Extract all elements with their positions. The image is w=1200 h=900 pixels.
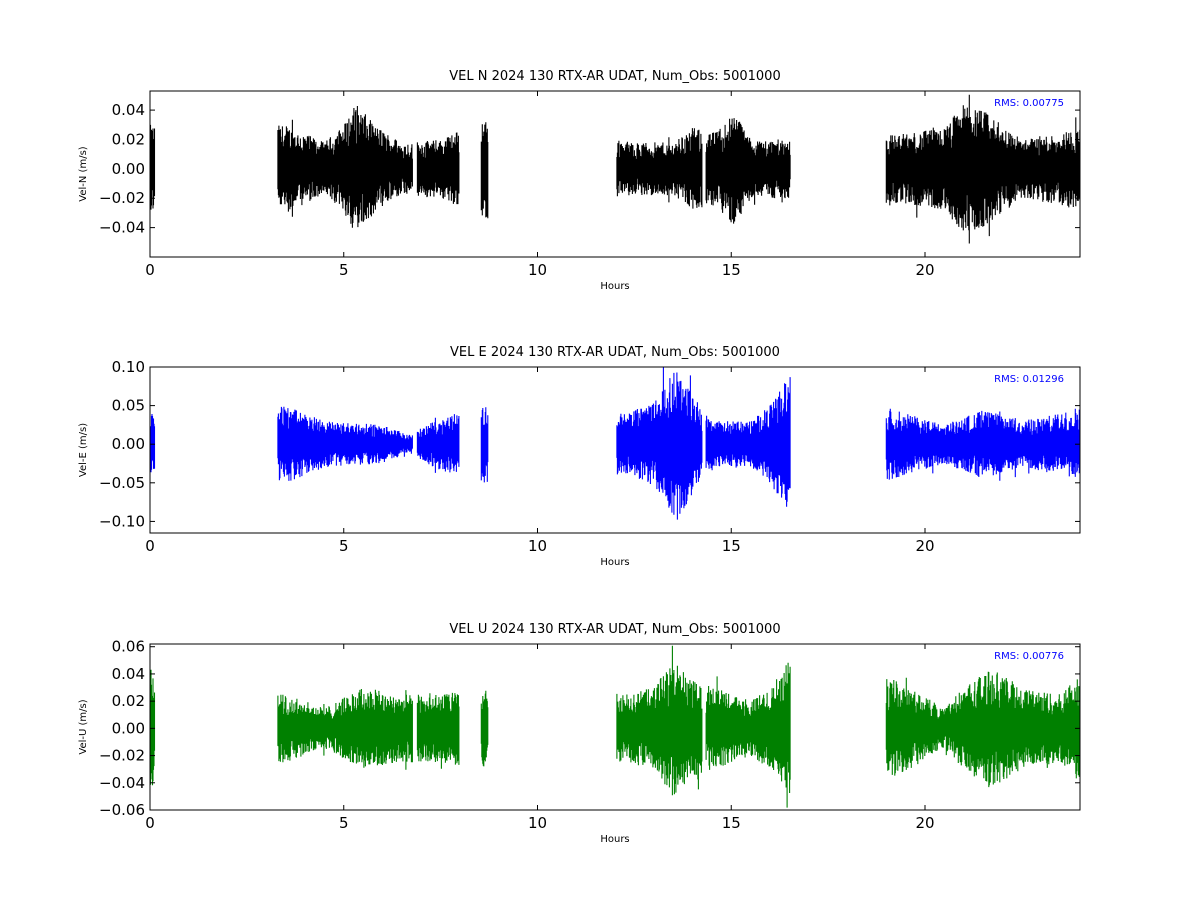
rms-annotation: RMS: 0.00776 [994, 651, 1064, 662]
panel-3: 0 5 10 15 20 −0.06 −0.04 −0.02 0.00 0.02 0.04 0.06 V… [78, 622, 1081, 845]
axes-frame [149, 366, 1081, 534]
series-segment-2 [277, 106, 413, 228]
x-axis-label: Hours [600, 834, 629, 845]
panel-title: VEL N 2024 130 RTX-AR UDAT, Num_Obs: 500… [449, 69, 780, 84]
y-tick-label: 0.00 [112, 719, 145, 737]
panel-title: VEL U 2024 130 RTX-AR UDAT, Num_Obs: 500… [449, 622, 780, 637]
x-tick-label: 20 [915, 814, 934, 832]
x-tick-label: 0 [145, 537, 155, 555]
y-tick-label: 0.02 [112, 130, 145, 148]
series-segment-3 [416, 692, 460, 769]
x-tick-label: 10 [528, 261, 547, 279]
series-segment-4 [480, 407, 489, 483]
y-tick-label: 0.04 [112, 101, 145, 119]
series-segment-6 [705, 377, 791, 507]
y-tick-label: −0.02 [99, 189, 145, 207]
y-tick-label: −0.05 [99, 474, 145, 492]
x-tick-label: 20 [915, 537, 934, 555]
series-segment-4 [480, 690, 489, 767]
y-tick-label: −0.06 [99, 801, 145, 819]
x-tick-label: 10 [528, 537, 547, 555]
panel-title: VEL E 2024 130 RTX-AR UDAT, Num_Obs: 500… [450, 345, 780, 360]
panel-1: 0 5 10 15 20 −0.04 −0.02 0.00 0.02 0.04 VEL N 2024… [78, 69, 1081, 292]
series-segment-3 [416, 414, 460, 473]
series-segment-4 [480, 122, 489, 219]
x-tick-label: 5 [339, 814, 349, 832]
series-segment-2 [277, 406, 413, 481]
y-tick-label: 0.00 [112, 435, 145, 453]
axes-frame [149, 90, 1081, 258]
x-tick-label: 0 [145, 814, 155, 832]
series-segment-7 [885, 408, 1080, 481]
series-segment-5 [616, 128, 703, 209]
x-tick-label: 15 [722, 814, 741, 832]
y-tick-label: 0.00 [112, 160, 145, 178]
y-tick-label: −0.04 [99, 219, 145, 237]
x-tick-label: 15 [722, 261, 741, 279]
rms-annotation: RMS: 0.00775 [994, 98, 1064, 109]
series-segment-1 [150, 124, 156, 210]
y-tick-label: −0.02 [99, 747, 145, 765]
x-tick-label: 20 [915, 261, 934, 279]
y-tick-label: 0.05 [112, 397, 145, 415]
x-axis-label: Hours [600, 557, 629, 568]
series-segment-3 [416, 132, 460, 205]
y-axis-label: Vel-U (m/s) [78, 699, 89, 754]
series-segment-1 [150, 414, 156, 473]
y-tick-label: 0.02 [112, 692, 145, 710]
series-group [150, 94, 1080, 244]
rms-annotation: RMS: 0.01296 [994, 374, 1064, 385]
series-segment-6 [705, 118, 791, 224]
x-tick-label: 0 [145, 261, 155, 279]
series-segment-1 [150, 669, 156, 786]
series-segment-5 [616, 367, 703, 520]
y-tick-label: 0.06 [112, 638, 145, 656]
y-axis-label: Vel-N (m/s) [78, 146, 89, 201]
y-tick-label: −0.04 [99, 774, 145, 792]
series-segment-5 [616, 645, 703, 796]
axes-frame [149, 643, 1081, 811]
x-tick-label: 5 [339, 261, 349, 279]
y-axis-label: Vel-E (m/s) [78, 423, 89, 477]
series-segment-2 [277, 689, 413, 770]
y-tick-label: −0.10 [99, 512, 145, 530]
series-group [150, 645, 1080, 808]
x-axis-label: Hours [600, 281, 629, 292]
panel-2: 0 5 10 15 20 −0.10 −0.05 0.00 0.05 0.10 VEL E 2024… [78, 345, 1081, 568]
x-tick-label: 5 [339, 537, 349, 555]
series-segment-7 [885, 94, 1080, 244]
x-tick-label: 10 [528, 814, 547, 832]
x-tick-label: 15 [722, 537, 741, 555]
series-segment-7 [885, 671, 1080, 788]
y-tick-label: 0.10 [112, 358, 145, 376]
series-group [150, 367, 1080, 520]
series-segment-6 [705, 662, 791, 808]
y-tick-label: 0.04 [112, 665, 145, 683]
